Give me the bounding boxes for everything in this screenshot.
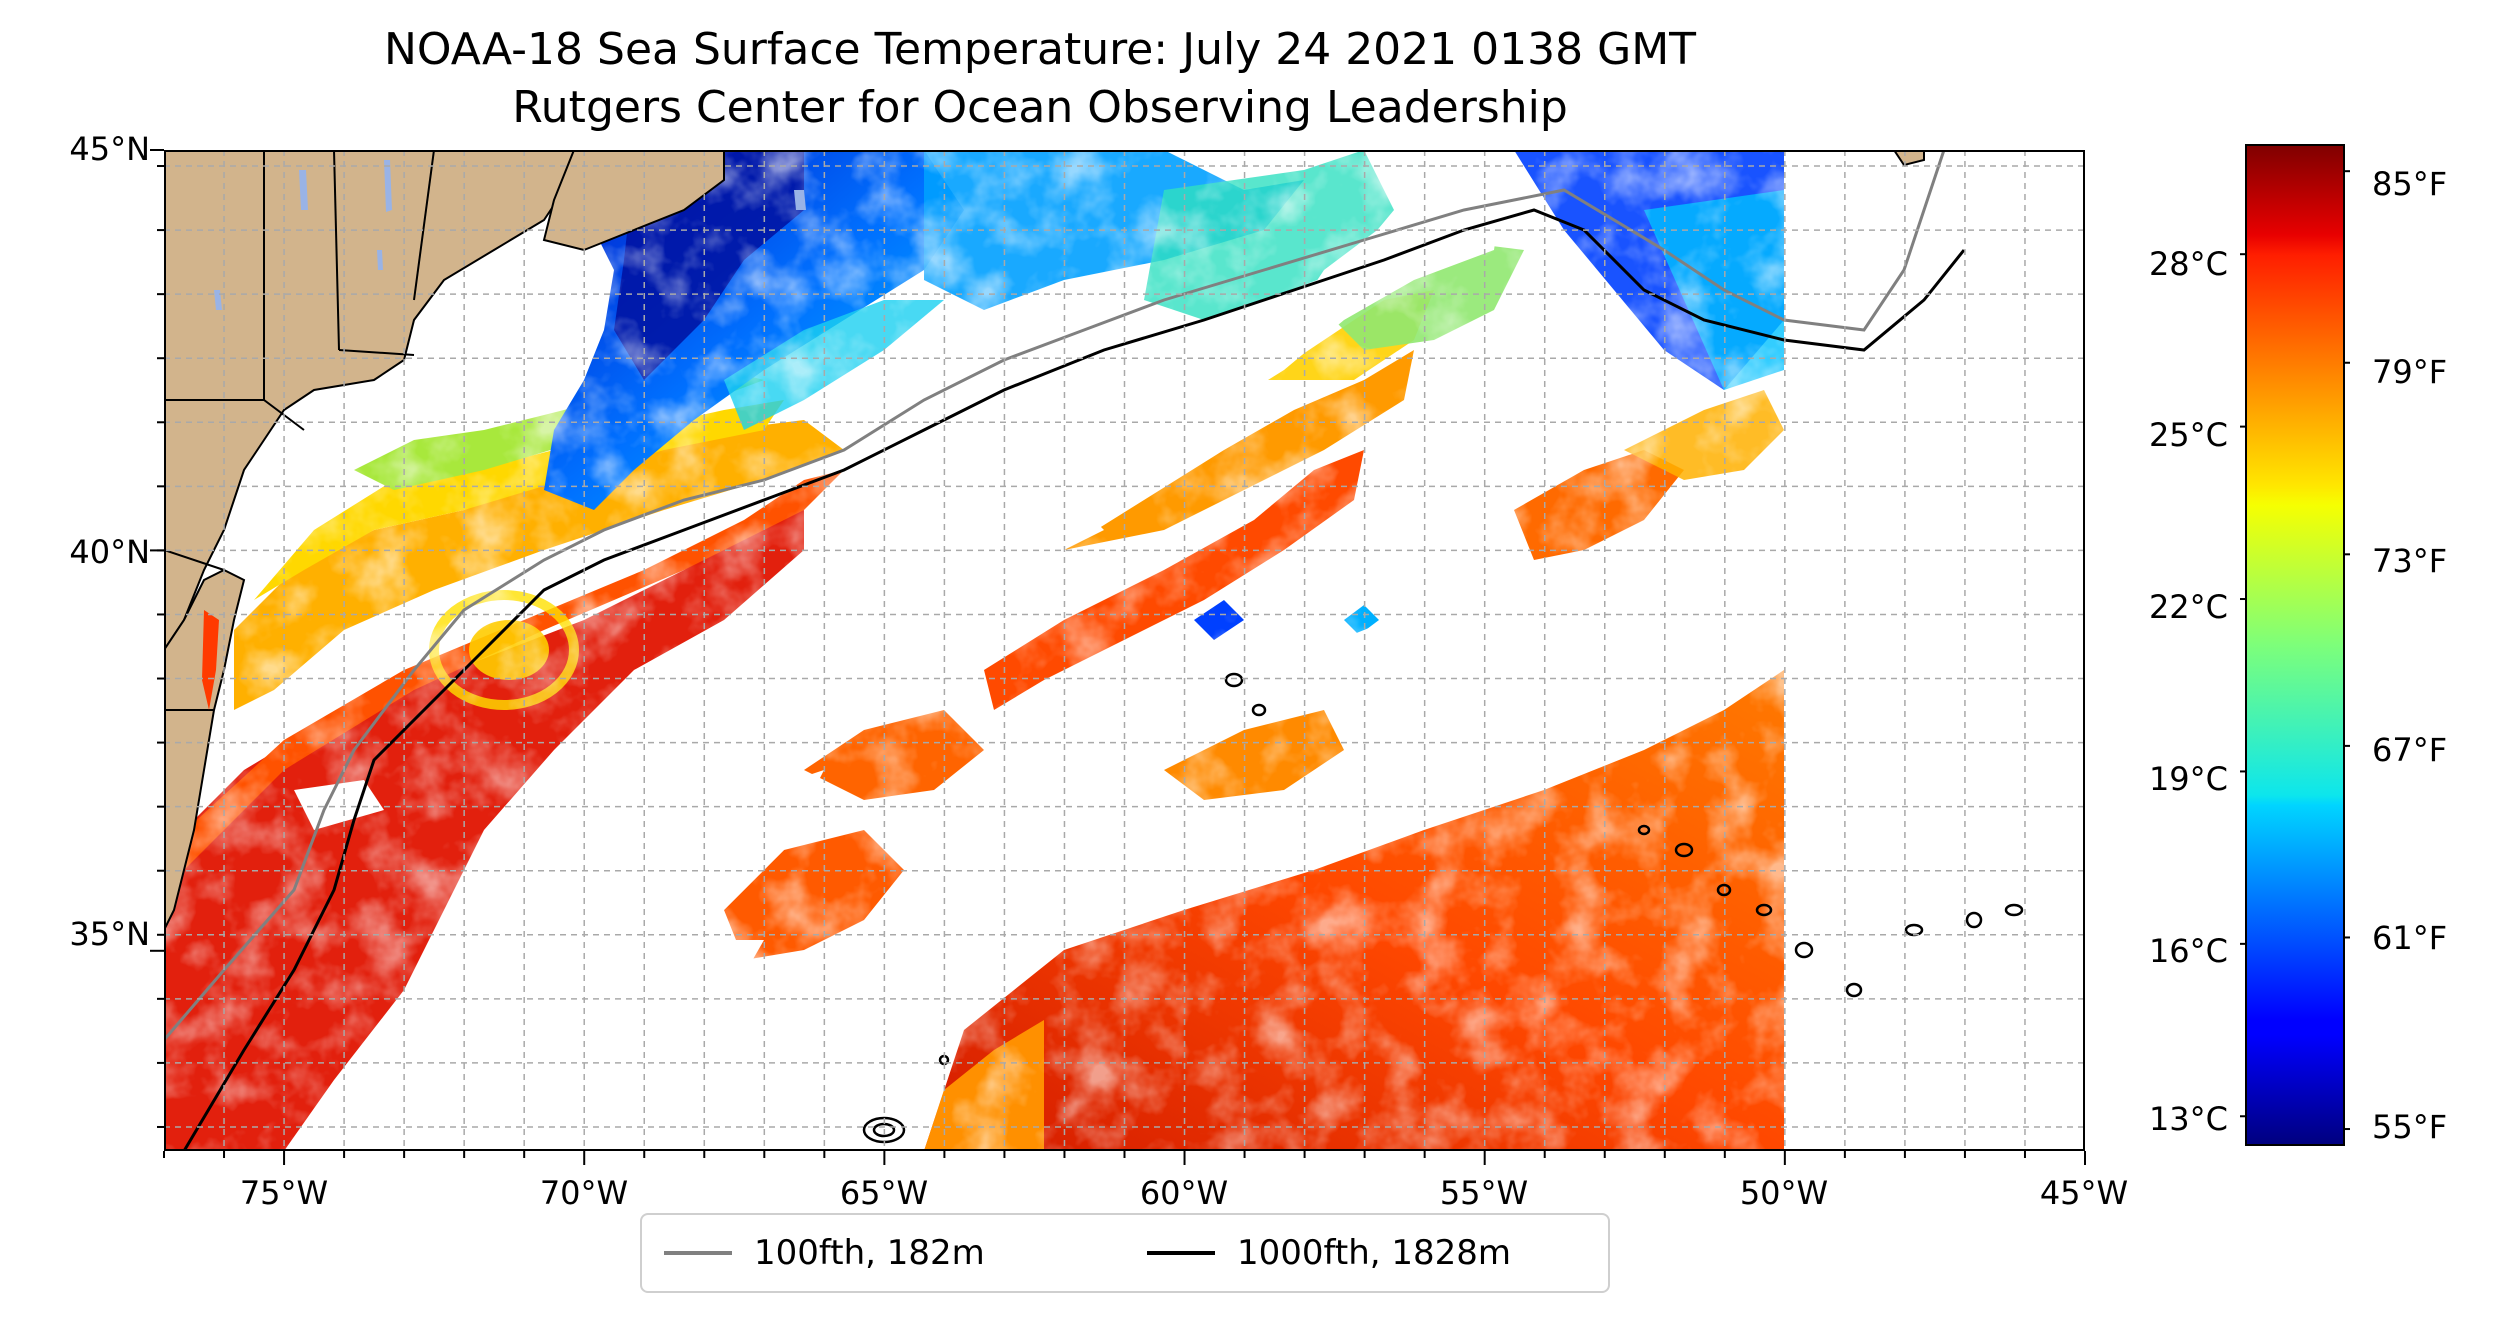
gridlines — [164, 150, 2085, 1151]
chart-title-line-1: NOAA-18 Sea Surface Temperature: July 24… — [383, 24, 1697, 75]
cb-celsius-25: 25°C — [2148, 416, 2228, 454]
lat-tick-45: 45°N — [69, 130, 150, 168]
lat-tick-40: 40°N — [69, 533, 150, 571]
legend-entry-1000fth: 1000fth, 1828m — [1147, 1231, 1511, 1275]
nova-scotia-land — [1892, 150, 1925, 167]
colorbar-gradient — [2245, 144, 2345, 1146]
chesapeake-bay — [202, 610, 219, 710]
lon-tick-70w: 70°W — [539, 1174, 629, 1212]
cb-celsius-28: 28°C — [2148, 245, 2228, 283]
contour-legend: 100fth, 182m 1000fth, 1828m — [640, 1213, 1610, 1293]
isobath-1000fth — [182, 208, 1966, 1151]
cb-fahrenheit-67: 67°F — [2372, 731, 2448, 769]
cb-celsius-19: 19°C — [2148, 760, 2228, 798]
legend-swatch-black — [1147, 1251, 1215, 1255]
lon-tick-50w: 50°W — [1739, 1174, 1829, 1212]
colorbar — [2240, 144, 2350, 1146]
us-northeast-land — [164, 150, 576, 652]
lon-tick-45w: 45°W — [2039, 1174, 2129, 1212]
cb-fahrenheit-79: 79°F — [2372, 353, 2448, 391]
lon-tick-60w: 60°W — [1139, 1174, 1229, 1212]
legend-label-1000fth: 1000fth, 1828m — [1237, 1233, 1512, 1273]
maine-coast-land — [542, 150, 725, 252]
chart-title-line-2: Rutgers Center for Ocean Observing Leade… — [512, 82, 1568, 133]
legend-entry-100fth: 100fth, 182m — [664, 1231, 985, 1275]
map-area — [164, 150, 2085, 1151]
cb-celsius-13: 13°C — [2148, 1100, 2228, 1138]
cb-fahrenheit-85: 85°F — [2372, 165, 2448, 203]
cb-fahrenheit-55: 55°F — [2372, 1108, 2448, 1146]
map-border — [164, 150, 2085, 1151]
cb-fahrenheit-73: 73°F — [2372, 542, 2448, 580]
lon-tick-55w: 55°W — [1439, 1174, 1529, 1212]
lon-tick-65w: 65°W — [839, 1174, 929, 1212]
sst-map — [164, 150, 2085, 1151]
legend-label-100fth: 100fth, 182m — [754, 1233, 985, 1273]
lakes — [214, 160, 806, 310]
lat-tick-35: 35°N — [69, 915, 150, 953]
lon-tick-75w: 75°W — [239, 1174, 329, 1212]
cb-celsius-16: 16°C — [2148, 932, 2228, 970]
cb-fahrenheit-61: 61°F — [2372, 919, 2448, 957]
cb-celsius-22: 22°C — [2148, 588, 2228, 626]
legend-swatch-gray — [664, 1251, 732, 1255]
no-data-region — [1784, 150, 2085, 1151]
